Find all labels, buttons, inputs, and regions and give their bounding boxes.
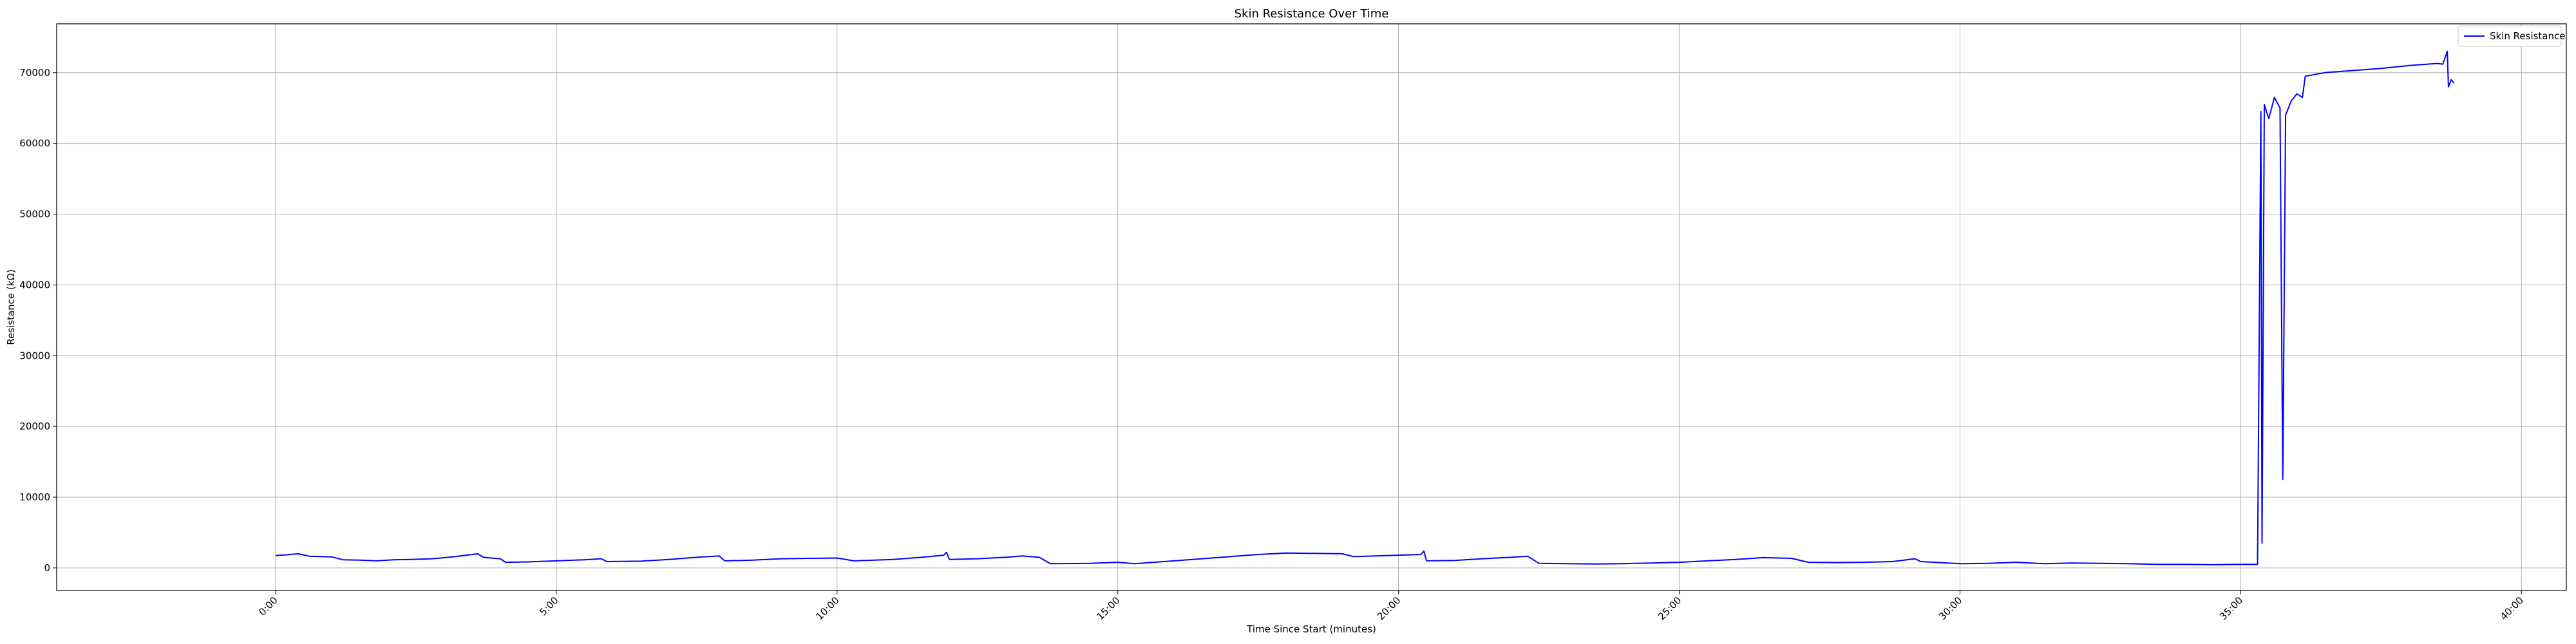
plot-area-frame (56, 23, 2567, 591)
legend: Skin Resistance (2458, 25, 2565, 47)
y-axis-ticks: 0 10000 20000 30000 40000 50000 60000 70000 (19, 67, 57, 574)
y-tick-label: 0 (44, 562, 50, 574)
chart-title: Skin Resistance Over Time (1235, 7, 1389, 21)
y-tick-label: 50000 (19, 209, 50, 220)
y-tick-label: 30000 (19, 350, 50, 361)
y-axis-title: Resistance (kΩ) (5, 269, 17, 345)
grid (57, 24, 2566, 591)
x-axis-title: Time Since Start (minutes) (1246, 623, 1376, 635)
y-tick-label: 20000 (19, 421, 50, 432)
legend-label-skin-resistance: Skin Resistance (2490, 30, 2565, 42)
y-tick-label: 40000 (19, 279, 50, 290)
y-tick-label: 60000 (19, 138, 50, 149)
y-tick-label: 70000 (19, 67, 50, 79)
plot-lines (275, 50, 2455, 565)
legend-box (2458, 25, 2562, 47)
skin-resistance-series-line (275, 50, 2455, 565)
y-tick-label: 10000 (19, 491, 50, 503)
